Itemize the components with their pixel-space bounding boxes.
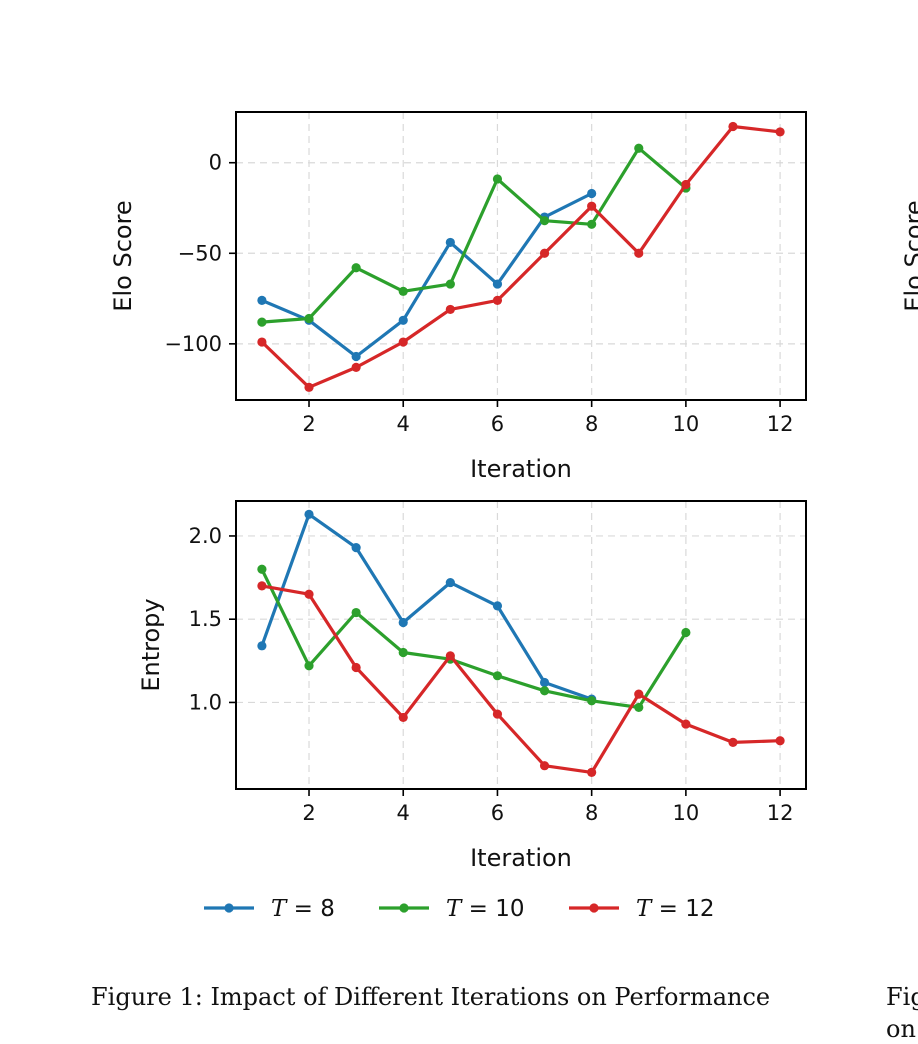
x-tick-label: 2 [302,801,315,825]
right-panel-ylabel-fragment: Elo Score [900,200,918,311]
y-tick-label: 1.5 [189,607,222,631]
elo-point-t=8 [445,237,455,248]
elo-y-axis-label: Elo Score [109,200,137,311]
x-tick-label: 4 [397,801,410,825]
elo-point-t=10 [634,143,644,153]
entropy-plot-frame [235,500,807,790]
elo-point-t=8 [351,351,361,362]
entropy-point-t=10 [587,696,597,706]
x-tick-label: 10 [673,412,700,436]
entropy-point-t=10 [492,671,503,681]
elo-score-chart: 2 4 6 8 10 12 0 −50 −100 Iteration Elo Score [109,111,807,483]
legend-label: T = 12 [636,896,715,922]
entropy-point-t=10 [304,661,314,671]
entropy-point-t=12 [398,712,408,723]
entropy-point-t=10 [539,686,550,696]
legend-marker [224,903,234,913]
entropy-point-t=12 [304,589,314,599]
elo-plot-frame [235,111,807,401]
legend-label: T = 10 [446,896,525,922]
y-tick-label: −100 [164,332,222,356]
elo-point-t=12 [775,127,785,137]
figure-1-caption: Figure 1: Impact of Different Iterations… [91,983,770,1011]
entropy-point-t=12 [539,761,550,771]
x-tick-label: 10 [673,801,700,825]
elo-series-line-t=12 [260,124,782,389]
entropy-point-t=8 [445,577,455,588]
entropy-x-axis-label: Iteration [470,844,572,872]
elo-point-t=8 [398,315,408,325]
elo-series-line-t=10 [260,146,688,324]
y-tick-label: 0 [209,151,222,175]
figure-2-caption-fragment-line1: Fig [886,983,918,1011]
elo-point-t=12 [257,337,267,347]
elo-point-t=10 [492,174,503,184]
x-tick-label: 8 [585,412,598,436]
elo-point-t=12 [587,201,597,211]
elo-point-t=10 [304,313,314,324]
entropy-point-t=8 [398,617,408,628]
elo-point-t=10 [445,279,455,289]
entropy-point-t=12 [445,651,455,661]
entropy-point-t=8 [304,509,314,519]
elo-point-t=10 [257,317,267,327]
x-tick-label: 6 [491,412,504,436]
entropy-point-t=10 [257,564,267,574]
elo-point-t=8 [257,295,267,305]
figure-2-caption-fragment-line2: on [886,1015,916,1043]
entropy-point-t=10 [351,607,361,618]
entropy-point-t=12 [351,662,361,673]
entropy-point-t=12 [728,737,738,747]
elo-point-t=12 [445,304,455,315]
x-tick-label: 12 [767,801,794,825]
legend-marker [589,903,599,913]
entropy-series-line-t=10 [260,567,688,710]
entropy-point-t=8 [539,677,550,688]
elo-point-t=10 [398,286,408,296]
entropy-y-axis-label: Entropy [137,598,165,691]
elo-point-t=10 [351,263,361,273]
x-tick-label: 4 [397,412,410,436]
x-tick-label: 8 [585,801,598,825]
entropy-point-t=8 [351,543,361,553]
entropy-point-t=8 [492,601,503,611]
elo-point-t=8 [587,188,597,199]
elo-point-t=10 [587,219,597,229]
elo-point-t=12 [634,248,644,258]
elo-point-t=12 [728,121,738,132]
x-tick-label: 2 [302,412,315,436]
entropy-chart: 2 4 6 8 10 12 1.0 1.5 2.0 Iteration Entropy [137,500,807,872]
y-tick-label: 2.0 [189,524,222,548]
entropy-point-t=12 [492,709,503,719]
entropy-point-t=10 [634,702,644,713]
entropy-series-line-t=8 [260,512,594,701]
entropy-point-t=10 [398,647,408,658]
elo-x-axis-label: Iteration [470,455,572,483]
elo-series-line-t=8 [260,191,594,359]
elo-point-t=12 [304,382,314,392]
entropy-series-line-t=12 [260,584,782,775]
entropy-point-t=12 [257,581,267,591]
entropy-point-t=8 [257,641,267,651]
elo-point-t=12 [681,179,691,190]
elo-point-t=8 [492,279,503,289]
x-tick-label: 6 [491,801,504,825]
y-tick-label: 1.0 [189,690,222,714]
entropy-point-t=10 [681,627,691,638]
entropy-point-t=12 [634,689,644,699]
elo-point-t=12 [492,295,503,305]
legend-label: T = 8 [271,896,335,922]
legend-marker [399,903,409,913]
elo-point-t=12 [351,362,361,372]
elo-point-t=12 [539,248,550,258]
x-tick-label: 12 [767,412,794,436]
y-tick-label: −50 [178,241,222,265]
elo-point-t=10 [539,216,550,226]
entropy-point-t=12 [681,719,691,729]
entropy-point-t=12 [775,736,785,746]
legend: T = 8 T = 10 T = 12 [204,896,715,922]
elo-point-t=12 [398,337,408,347]
entropy-point-t=12 [587,767,597,777]
